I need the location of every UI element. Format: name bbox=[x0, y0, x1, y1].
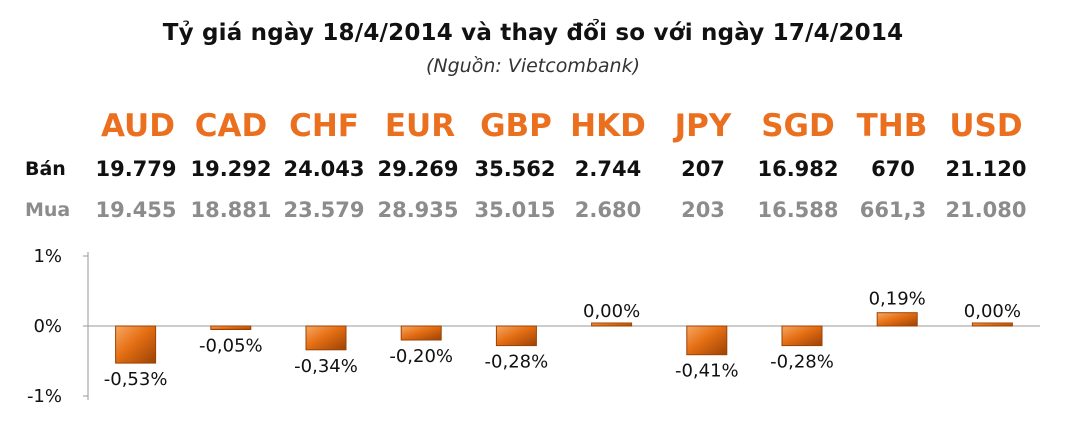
buy-rate-gbp: 35.015 bbox=[474, 198, 556, 222]
y-tick-label: 1% bbox=[33, 246, 62, 267]
sell-rate-eur: 29.269 bbox=[377, 157, 459, 181]
sell-rate-thb: 670 bbox=[871, 157, 915, 181]
currency-code-hkd: HKD bbox=[570, 108, 646, 144]
currency-code-aud: AUD bbox=[101, 108, 175, 144]
bar-sgd bbox=[781, 325, 823, 347]
currency-code-cad: CAD bbox=[194, 108, 268, 144]
bar-thb bbox=[876, 312, 918, 327]
data-label-usd: 0,00% bbox=[964, 301, 1021, 322]
buy-rate-cad: 18.881 bbox=[190, 198, 272, 222]
currency-code-sgd: SGD bbox=[761, 108, 835, 144]
bar-hkd bbox=[591, 322, 633, 327]
sell-rate-gbp: 35.562 bbox=[474, 157, 556, 181]
buy-rate-jpy: 203 bbox=[681, 198, 725, 222]
bar-usd bbox=[971, 322, 1013, 327]
sell-rate-cad: 19.292 bbox=[190, 157, 272, 181]
bar-chf bbox=[305, 325, 347, 351]
buy-rate-usd: 21.080 bbox=[945, 198, 1027, 222]
chart-title: Tỷ giá ngày 18/4/2014 và thay đổi so với… bbox=[162, 20, 904, 46]
data-label-gbp: -0,28% bbox=[485, 352, 549, 373]
currency-code-usd: USD bbox=[949, 108, 1023, 144]
buy-rate-thb: 661,3 bbox=[859, 198, 927, 222]
sell-rate-chf: 24.043 bbox=[283, 157, 365, 181]
currency-code-jpy: JPY bbox=[674, 108, 732, 144]
data-label-eur: -0,20% bbox=[389, 346, 453, 367]
source-note: (Nguồn: Vietcombank) bbox=[426, 55, 640, 77]
currency-code-gbp: GBP bbox=[480, 108, 552, 144]
data-label-hkd: 0,00% bbox=[583, 301, 640, 322]
buy-rate-sgd: 16.588 bbox=[757, 198, 839, 222]
buy-rate-eur: 28.935 bbox=[377, 198, 459, 222]
data-label-sgd: -0,28% bbox=[770, 352, 834, 373]
bar-jpy bbox=[686, 325, 728, 356]
currency-code-thb: THB bbox=[856, 108, 928, 144]
sell-row-label: Bán bbox=[25, 158, 66, 180]
y-tick-label: -1% bbox=[27, 386, 62, 407]
bar-eur bbox=[400, 325, 442, 341]
data-label-jpy: -0,41% bbox=[675, 361, 739, 382]
data-label-aud: -0,53% bbox=[104, 369, 168, 390]
sell-rate-usd: 21.120 bbox=[945, 157, 1027, 181]
sell-rate-aud: 19.779 bbox=[95, 157, 177, 181]
currency-code-eur: EUR bbox=[384, 108, 456, 144]
sell-rate-jpy: 207 bbox=[681, 157, 725, 181]
currency-code-chf: CHF bbox=[289, 108, 359, 144]
y-tick-label: 0% bbox=[33, 316, 62, 337]
bar-cad bbox=[210, 325, 252, 330]
buy-rate-aud: 19.455 bbox=[95, 198, 177, 222]
sell-rate-sgd: 16.982 bbox=[757, 157, 839, 181]
buy-rate-hkd: 2.680 bbox=[574, 198, 642, 222]
data-label-thb: 0,19% bbox=[869, 289, 926, 310]
buy-rate-chf: 23.579 bbox=[283, 198, 365, 222]
data-label-cad: -0,05% bbox=[199, 336, 263, 357]
bar-aud bbox=[115, 325, 157, 364]
data-label-chf: -0,34% bbox=[294, 356, 358, 377]
sell-rate-hkd: 2.744 bbox=[574, 157, 642, 181]
bar-gbp bbox=[495, 325, 537, 347]
buy-row-label: Mua bbox=[25, 199, 71, 221]
